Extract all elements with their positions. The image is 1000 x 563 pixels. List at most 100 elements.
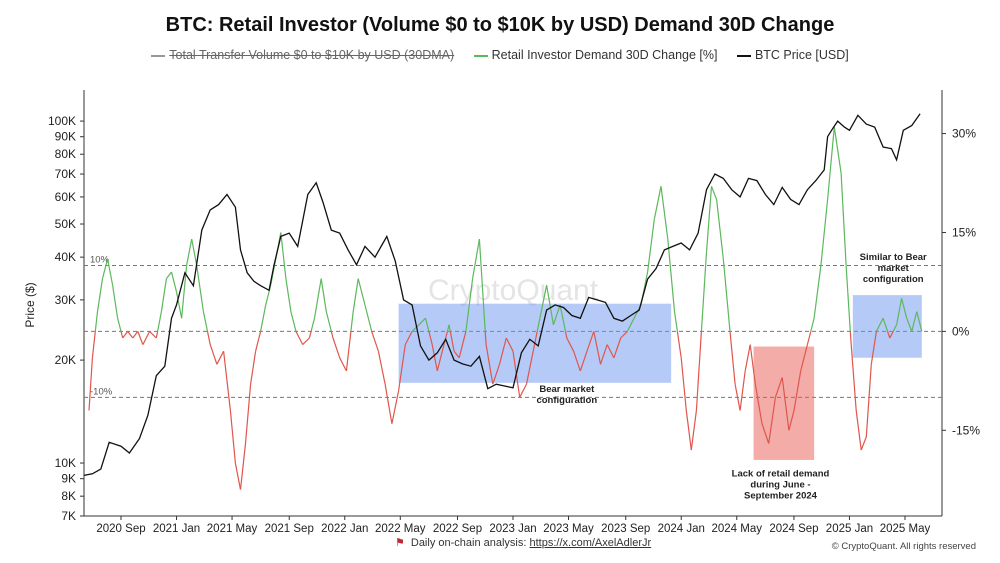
btc-price-line	[83, 113, 921, 477]
retail-demand-segment	[892, 324, 898, 332]
retail-demand-segment	[896, 298, 903, 325]
retail-demand-segment	[695, 331, 702, 411]
retail-demand-segment	[325, 311, 332, 332]
retail-demand-segment	[216, 350, 225, 365]
y-left-tick-label: 50K	[55, 217, 76, 231]
retail-demand-segment	[620, 330, 628, 339]
retail-demand-segment	[484, 331, 487, 345]
x-tick-label: 2024 Jan	[658, 523, 705, 535]
retail-demand-segment	[255, 331, 262, 352]
retail-demand-segment	[685, 410, 692, 451]
legend-item-retail-demand[interactable]: Retail Investor Demand 30D Change [%]	[473, 48, 717, 62]
retail-demand-segment	[660, 186, 669, 240]
x-tick-label: 2021 May	[207, 523, 258, 535]
retail-demand-segment	[680, 357, 687, 411]
retail-demand-segment	[613, 337, 622, 358]
retail-demand-segment	[690, 410, 697, 451]
retail-demand-segment	[302, 337, 310, 346]
retail-demand-segment	[122, 331, 129, 339]
legend-item-transfer-volume[interactable]: Total Transfer Volume $0 to $10K by USD …	[151, 48, 454, 62]
legend-swatch-btc-price	[736, 54, 751, 57]
retail-demand-segment	[352, 278, 359, 312]
retail-demand-segment	[889, 331, 894, 339]
legend: Total Transfer Volume $0 to $10K by USD …	[0, 48, 1000, 62]
y-left-axis-label: Price ($)	[23, 282, 37, 327]
retail-demand-segment	[744, 344, 751, 372]
retail-demand-segment	[710, 186, 718, 200]
retail-demand-segment	[428, 331, 433, 345]
retail-demand-segment	[539, 285, 548, 319]
y-left-tick-label: 20K	[55, 353, 76, 367]
x-tick-label: 2024 Sep	[769, 523, 818, 535]
retail-demand-segment	[345, 331, 352, 371]
retail-demand-segment	[860, 436, 867, 451]
footer-link[interactable]: ⚑ Daily on-chain analysis: https://x.com/…	[395, 536, 651, 549]
retail-demand-segment	[793, 370, 802, 411]
retail-demand-segment	[676, 331, 682, 358]
retail-demand-segment	[186, 238, 193, 266]
retail-demand-segment	[566, 337, 575, 352]
retail-demand-segment	[234, 463, 242, 490]
legend-swatch-transfer-volume	[151, 54, 166, 57]
retail-demand-segment	[206, 331, 211, 345]
retail-demand-segment	[377, 351, 386, 385]
retail-demand-segment	[127, 331, 134, 339]
x-tick-label: 2021 Jan	[153, 523, 200, 535]
red-flag-icon: ⚑	[395, 537, 405, 549]
retail-demand-segment	[498, 337, 507, 365]
annotation-text: Lack of retail demand during June -Septem…	[732, 468, 830, 501]
x-tick-label: 2022 Jan	[321, 523, 368, 535]
retail-demand-segment	[404, 331, 413, 345]
y-right-tick-label: -15%	[952, 423, 980, 437]
retail-demand-segment	[734, 383, 741, 411]
retail-demand-segment	[448, 324, 451, 332]
retail-demand-segment	[250, 351, 257, 385]
footer-link-url[interactable]: https://x.com/AxelAdlerJr	[529, 537, 652, 549]
retail-demand-segment	[525, 351, 534, 385]
retail-demand-segment	[398, 344, 406, 391]
x-tick-label: 2022 Sep	[433, 523, 482, 535]
legend-swatch-retail-demand	[473, 54, 488, 57]
retail-demand-segment	[280, 232, 287, 279]
retail-demand-segment	[705, 186, 713, 253]
retail-demand-segment	[175, 291, 183, 319]
retail-demand-segment	[579, 351, 588, 372]
annotation-text-line: September 2024	[744, 490, 818, 501]
retail-demand-segment	[700, 252, 708, 332]
x-tick-label: 2023 May	[543, 523, 594, 535]
retail-demand-segment	[559, 304, 567, 332]
x-tick-label: 2025 May	[880, 523, 931, 535]
retail-demand-segment	[870, 331, 877, 365]
retail-demand-segment	[313, 278, 322, 319]
retail-demand-segment	[453, 350, 460, 359]
annotation-text-line: configuration	[536, 395, 597, 406]
y-left-tick-label: 70K	[55, 167, 76, 181]
y-left-tick-label: 9K	[61, 472, 76, 486]
legend-item-btc-price[interactable]: BTC Price [USD]	[736, 48, 849, 62]
retail-demand-segment	[196, 265, 204, 312]
retail-demand-segment	[411, 324, 420, 332]
annotation-text: Similar to Bear market configuration	[860, 252, 927, 285]
x-tick-label: 2022 May	[375, 523, 426, 535]
retail-demand-segment	[478, 239, 486, 332]
reference-line-label: -10%	[90, 386, 113, 397]
retail-demand-segment	[308, 331, 312, 339]
retail-demand-segment	[465, 278, 474, 332]
retail-demand-segment	[599, 344, 608, 365]
chart-title: BTC: Retail Investor (Volume $0 to $10K …	[165, 14, 835, 36]
retail-demand-segment	[117, 318, 122, 332]
retail-demand-segment	[424, 318, 430, 332]
retail-demand-segment	[833, 126, 842, 174]
retail-demand-segment	[209, 344, 218, 365]
retail-demand-segment	[882, 318, 889, 332]
retail-demand-segment	[768, 397, 776, 444]
x-tick-label: 2021 Sep	[265, 523, 314, 535]
retail-demand-segment	[781, 377, 790, 431]
retail-demand-segment	[458, 331, 467, 358]
retail-demand-segment	[626, 317, 635, 332]
x-tick-label: 2023 Jan	[489, 523, 536, 535]
retail-demand-segment	[244, 384, 252, 444]
retail-demand-segment	[546, 285, 554, 325]
retail-demand-segment	[120, 331, 124, 339]
annotation-box	[852, 295, 922, 358]
